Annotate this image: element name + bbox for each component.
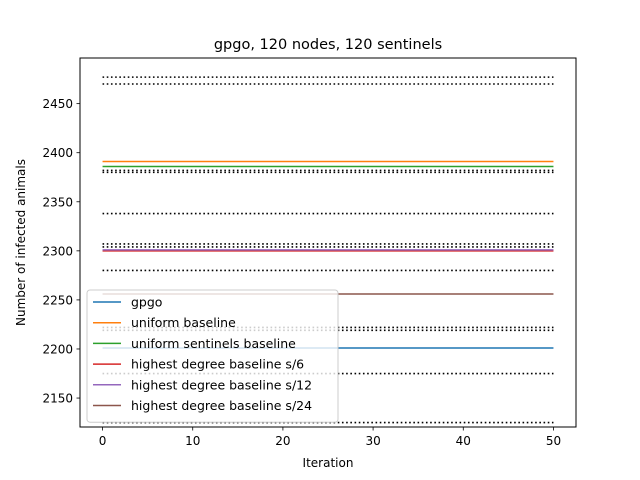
y-axis-ticks: 2150 2200 2250 2300 2350 2400 2450 bbox=[42, 97, 80, 406]
y-tick-label: 2350 bbox=[42, 195, 73, 209]
y-tick-label: 2450 bbox=[42, 97, 73, 111]
legend-label-1: uniform baseline bbox=[131, 315, 236, 330]
x-tick-label: 30 bbox=[365, 434, 380, 448]
y-tick-label: 2300 bbox=[42, 244, 73, 258]
legend-label-2: uniform sentinels baseline bbox=[131, 336, 296, 351]
y-tick-label: 2200 bbox=[42, 342, 73, 356]
plot-frame bbox=[79, 57, 577, 428]
legend: gpgo uniform baseline uniform sentinels ba… bbox=[86, 289, 339, 423]
x-tick-label: 40 bbox=[456, 434, 471, 448]
y-tick-label: 2400 bbox=[42, 146, 73, 160]
x-tick-label: 0 bbox=[99, 434, 107, 448]
y-tick-label: 2250 bbox=[42, 293, 73, 307]
legend-box bbox=[86, 289, 339, 423]
x-tick-label: 20 bbox=[275, 434, 290, 448]
legend-label-0: gpgo bbox=[131, 295, 162, 310]
legend-label-4: highest degree baseline s/12 bbox=[131, 377, 312, 392]
x-tick-label: 10 bbox=[185, 434, 200, 448]
x-axis-label: Iteration bbox=[303, 456, 354, 470]
y-axis-label: Number of infected animals bbox=[14, 159, 28, 326]
x-tick-label: 50 bbox=[546, 434, 561, 448]
chart-title: gpgo, 120 nodes, 120 sentinels bbox=[214, 37, 442, 53]
y-tick-label: 2150 bbox=[42, 392, 73, 406]
legend-label-5: highest degree baseline s/24 bbox=[131, 398, 312, 413]
legend-label-3: highest degree baseline s/6 bbox=[131, 357, 304, 372]
x-axis-ticks: 0 10 20 30 40 50 bbox=[99, 427, 561, 448]
